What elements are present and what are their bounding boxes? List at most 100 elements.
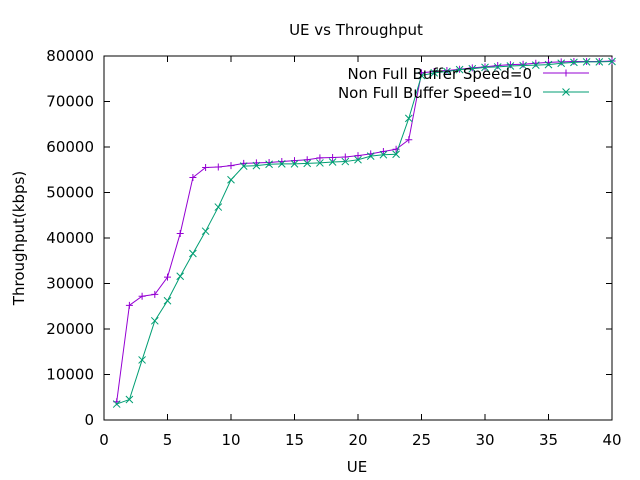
series-1-point: [341, 157, 350, 166]
series-0-point: [405, 136, 413, 144]
series-0-point: [392, 145, 400, 153]
x-tick-label: 30: [475, 431, 494, 449]
series-1-line: [116, 60, 613, 405]
series-1-point: [392, 150, 400, 159]
series-1-point: [544, 60, 553, 69]
series-1-point: [252, 161, 261, 170]
x-tick-label: 0: [99, 431, 109, 449]
series-1-point: [277, 159, 286, 168]
legend: Non Full Buffer Speed=0 Non Full Buffer …: [338, 65, 589, 102]
series-1-point: [481, 63, 489, 72]
series-0-point: [557, 58, 565, 66]
series-1-point: [214, 203, 223, 211]
y-tick-label: 30000: [46, 275, 94, 293]
series-1-point: [379, 150, 388, 159]
legend-label-0: Non Full Buffer Speed=0: [347, 65, 532, 83]
series-1-point: [112, 400, 121, 408]
series-0-point: [329, 153, 337, 161]
series-1-point: [468, 64, 477, 73]
x-tick-label: 20: [348, 431, 367, 449]
series-1-point: [443, 67, 451, 76]
series-0-point: [291, 157, 298, 165]
series-0-line: [116, 60, 613, 402]
x-tick-label: 5: [163, 431, 173, 449]
series-1-point: [239, 162, 248, 170]
series-1-point: [455, 65, 464, 74]
series-0-point: [430, 67, 438, 75]
series-1-point: [557, 59, 566, 68]
series-0-point: [316, 154, 324, 162]
series-0-point: [570, 57, 578, 65]
series-1-point: [265, 160, 273, 169]
series-0-point: [227, 162, 235, 170]
series-1-point: [404, 114, 413, 123]
chart-title: UE vs Throughput: [289, 21, 423, 39]
y-tick-label: 50000: [46, 184, 94, 202]
series-1-point: [316, 159, 324, 167]
legend-marker-1: [562, 88, 570, 96]
series-1: [112, 57, 616, 408]
series-0-point: [214, 163, 222, 171]
series-0-point: [303, 156, 311, 164]
series-0-point: [519, 60, 527, 68]
series-1-point: [493, 63, 502, 71]
series-1-point: [519, 61, 527, 70]
series-1-point: [328, 158, 337, 166]
series-1-point: [138, 356, 146, 364]
series-layer: [112, 57, 616, 408]
series-1-point: [582, 58, 591, 66]
series-1-point: [150, 316, 159, 325]
series-0-point: [202, 163, 210, 171]
series-1-point: [189, 249, 197, 258]
series-0-point: [494, 62, 502, 70]
x-tick-label: 15: [285, 431, 304, 449]
series-1-point: [125, 395, 134, 404]
y-axis-label: Throughput(kbps): [10, 171, 28, 306]
axes: 0 5 10 15 20 25 30 35 40 0 10000 20000 30000 40000 500…: [46, 47, 621, 449]
plot-frame: [103, 55, 613, 421]
y-tick-label: 40000: [46, 229, 94, 247]
x-tick-label: 10: [221, 431, 240, 449]
y-tick-label: 60000: [46, 138, 94, 156]
series-0-point: [354, 152, 362, 160]
x-tick-label: 25: [412, 431, 431, 449]
series-1-point: [608, 57, 616, 66]
series-1-point: [595, 58, 604, 66]
legend-label-1: Non Full Buffer Speed=10: [338, 84, 532, 102]
series-1-point: [290, 159, 299, 168]
series-0-point: [151, 290, 159, 298]
series-1-point: [430, 68, 439, 77]
series-1-point: [354, 155, 362, 164]
series-0-point: [164, 273, 171, 281]
y-tick-label: 20000: [46, 320, 94, 338]
series-1-point: [201, 227, 210, 236]
series-0-point: [189, 173, 197, 181]
series-1-point: [570, 58, 578, 67]
series-0-point: [506, 61, 514, 69]
y-tick-label: 80000: [46, 47, 94, 65]
series-0-point: [341, 153, 349, 161]
y-tick-label: 70000: [46, 93, 94, 111]
series-1-point: [176, 272, 185, 281]
series-1-point: [417, 71, 426, 80]
legend-marker-0: [562, 69, 570, 77]
series-0-point: [176, 229, 184, 237]
series-0-point: [138, 292, 146, 300]
series-1-point: [531, 61, 540, 69]
series-0-point: [443, 67, 451, 75]
x-axis-label: UE: [347, 458, 367, 476]
series-0-point: [379, 148, 387, 156]
series-1-point: [303, 159, 312, 168]
series-1-point: [366, 152, 375, 160]
series-0-point: [125, 301, 133, 309]
series-0-point: [468, 64, 476, 72]
x-tick-label: 40: [602, 431, 621, 449]
series-1-point: [163, 296, 172, 305]
y-tick-label: 0: [84, 411, 94, 429]
x-tick-label: 35: [539, 431, 558, 449]
series-0: [113, 57, 616, 406]
y-tick-label: 10000: [46, 366, 94, 384]
series-1-point: [506, 62, 515, 70]
series-1-point: [227, 175, 235, 184]
